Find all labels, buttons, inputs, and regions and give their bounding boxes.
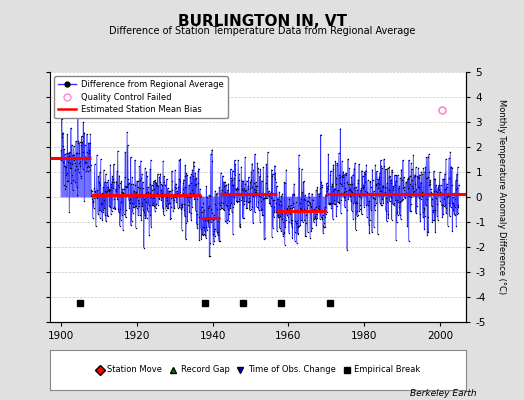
Legend: Difference from Regional Average, Quality Control Failed, Estimated Station Mean: Difference from Regional Average, Qualit… [54,76,227,118]
Text: BURLINGTON IN, VT: BURLINGTON IN, VT [178,14,346,29]
Text: Difference of Station Temperature Data from Regional Average: Difference of Station Temperature Data f… [109,26,415,36]
Y-axis label: Monthly Temperature Anomaly Difference (°C): Monthly Temperature Anomaly Difference (… [497,100,506,294]
Legend: Station Move, Record Gap, Time of Obs. Change, Empirical Break: Station Move, Record Gap, Time of Obs. C… [93,363,423,377]
Text: Berkeley Earth: Berkeley Earth [410,389,477,398]
